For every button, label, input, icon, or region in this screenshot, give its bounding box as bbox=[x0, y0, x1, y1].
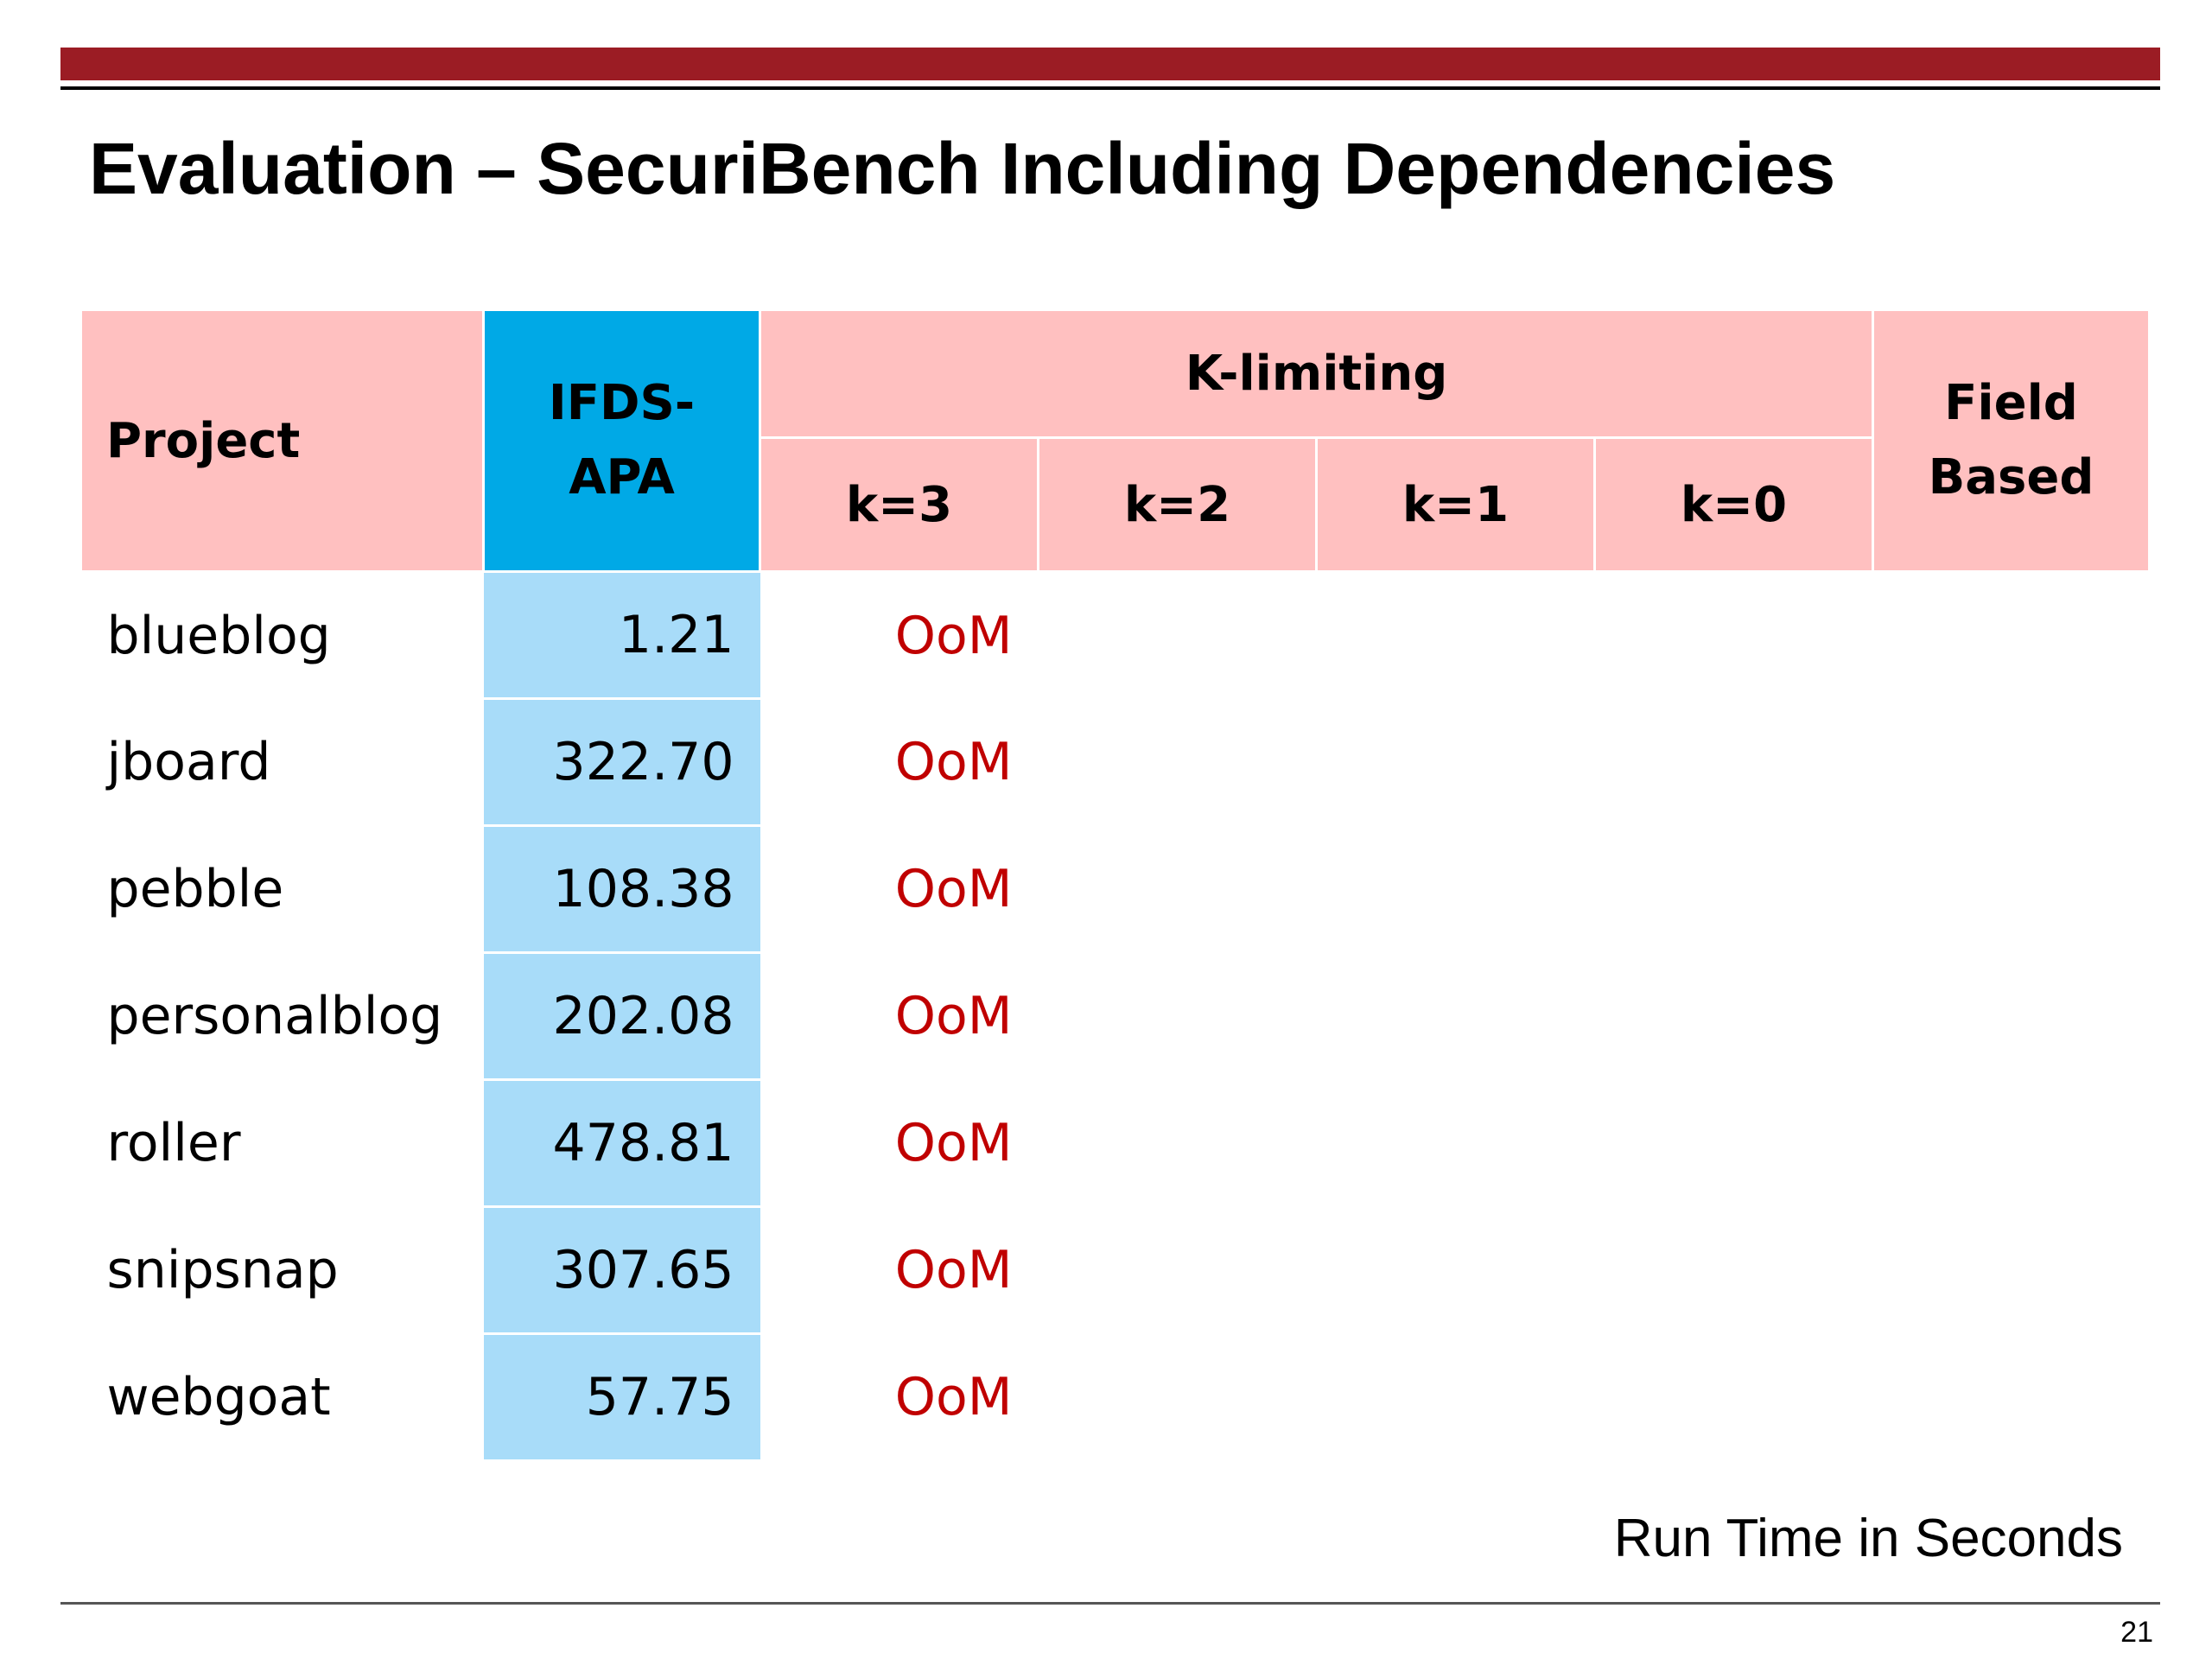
page-number: 21 bbox=[2120, 1616, 2153, 1649]
k1-cell bbox=[1317, 1334, 1595, 1461]
header-ifds-line2: APA bbox=[569, 449, 675, 505]
top-divider bbox=[60, 86, 2160, 90]
k0-cell bbox=[1595, 826, 1873, 953]
field-based-cell bbox=[1873, 1334, 2150, 1461]
field-based-cell bbox=[1873, 826, 2150, 953]
header-field-line2: Based bbox=[1928, 449, 2094, 505]
top-accent-bar bbox=[60, 48, 2160, 80]
ifds-apa-cell: 57.75 bbox=[483, 1332, 760, 1462]
table-row: pebble 108.38 OoM bbox=[81, 824, 2150, 954]
project-cell: jboard bbox=[106, 732, 271, 792]
ifds-apa-cell: 1.21 bbox=[483, 570, 760, 700]
slide-title: Evaluation – SecuriBench Including Depen… bbox=[89, 128, 1836, 209]
ifds-apa-cell: 108.38 bbox=[483, 824, 760, 954]
k0-cell bbox=[1595, 699, 1873, 826]
k2-cell bbox=[1039, 953, 1317, 1080]
units-caption: Run Time in Seconds bbox=[1613, 1509, 2123, 1568]
header-field-line1: Field bbox=[1944, 375, 2078, 431]
k2-cell bbox=[1039, 826, 1317, 953]
k0-cell bbox=[1595, 1207, 1873, 1334]
k1-cell bbox=[1317, 1207, 1595, 1334]
k3-cell: OoM bbox=[894, 1240, 1013, 1300]
table-row: snipsnap 307.65 OoM bbox=[81, 1205, 2150, 1335]
k3-cell: OoM bbox=[894, 1367, 1013, 1427]
field-based-cell bbox=[1873, 1080, 2150, 1207]
header-project: Project bbox=[79, 308, 485, 573]
k1-cell bbox=[1317, 953, 1595, 1080]
k2-cell bbox=[1039, 1080, 1317, 1207]
k2-cell bbox=[1039, 572, 1317, 699]
ifds-apa-cell: 322.70 bbox=[483, 697, 760, 827]
project-cell: snipsnap bbox=[106, 1240, 339, 1300]
k0-cell bbox=[1595, 953, 1873, 1080]
header-k1: k=1 bbox=[1315, 436, 1596, 573]
header-ifds-apa: IFDS- APA bbox=[482, 308, 761, 573]
k1-cell bbox=[1317, 699, 1595, 826]
k3-cell: OoM bbox=[894, 732, 1013, 792]
k2-cell bbox=[1039, 1207, 1317, 1334]
header-k3: k=3 bbox=[759, 436, 1039, 573]
table-row: jboard 322.70 OoM bbox=[81, 697, 2150, 827]
project-cell: blueblog bbox=[106, 605, 331, 666]
header-k-limiting: K-limiting bbox=[759, 308, 1874, 439]
header-k0: k=0 bbox=[1593, 436, 1874, 573]
header-k2: k=2 bbox=[1037, 436, 1318, 573]
k2-cell bbox=[1039, 699, 1317, 826]
field-based-cell bbox=[1873, 953, 2150, 1080]
project-cell: webgoat bbox=[106, 1367, 331, 1427]
ifds-apa-cell: 307.65 bbox=[483, 1205, 760, 1335]
project-cell: roller bbox=[106, 1113, 241, 1173]
k3-cell: OoM bbox=[894, 1113, 1013, 1173]
k3-cell: OoM bbox=[894, 605, 1013, 666]
table-row: roller 478.81 OoM bbox=[81, 1078, 2150, 1208]
k1-cell bbox=[1317, 572, 1595, 699]
k3-cell: OoM bbox=[894, 986, 1013, 1046]
header-field-based: Field Based bbox=[1872, 308, 2151, 573]
results-table: Project IFDS- APA K-limiting Field Based… bbox=[79, 308, 2151, 1462]
k2-cell bbox=[1039, 1334, 1317, 1461]
table-row: blueblog 1.21 OoM bbox=[81, 570, 2150, 700]
ifds-apa-cell: 202.08 bbox=[483, 951, 760, 1081]
k0-cell bbox=[1595, 572, 1873, 699]
k1-cell bbox=[1317, 1080, 1595, 1207]
k0-cell bbox=[1595, 1080, 1873, 1207]
field-based-cell bbox=[1873, 1207, 2150, 1334]
header-ifds-line1: IFDS- bbox=[548, 375, 696, 431]
k3-cell: OoM bbox=[894, 859, 1013, 919]
table-row: webgoat 57.75 OoM bbox=[81, 1332, 2150, 1462]
field-based-cell bbox=[1873, 572, 2150, 699]
k1-cell bbox=[1317, 826, 1595, 953]
project-cell: pebble bbox=[106, 859, 284, 919]
bottom-divider bbox=[60, 1602, 2160, 1605]
k0-cell bbox=[1595, 1334, 1873, 1461]
field-based-cell bbox=[1873, 699, 2150, 826]
ifds-apa-cell: 478.81 bbox=[483, 1078, 760, 1208]
table-row: personalblog 202.08 OoM bbox=[81, 951, 2150, 1081]
project-cell: personalblog bbox=[106, 986, 443, 1046]
